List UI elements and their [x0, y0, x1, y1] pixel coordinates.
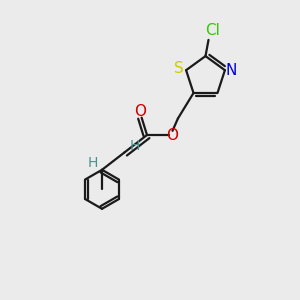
Text: O: O	[167, 128, 178, 142]
Text: H: H	[130, 139, 140, 153]
Text: O: O	[134, 104, 146, 119]
Text: S: S	[174, 61, 184, 76]
Text: H: H	[88, 156, 98, 170]
Text: Cl: Cl	[205, 23, 220, 38]
Text: N: N	[226, 63, 237, 78]
